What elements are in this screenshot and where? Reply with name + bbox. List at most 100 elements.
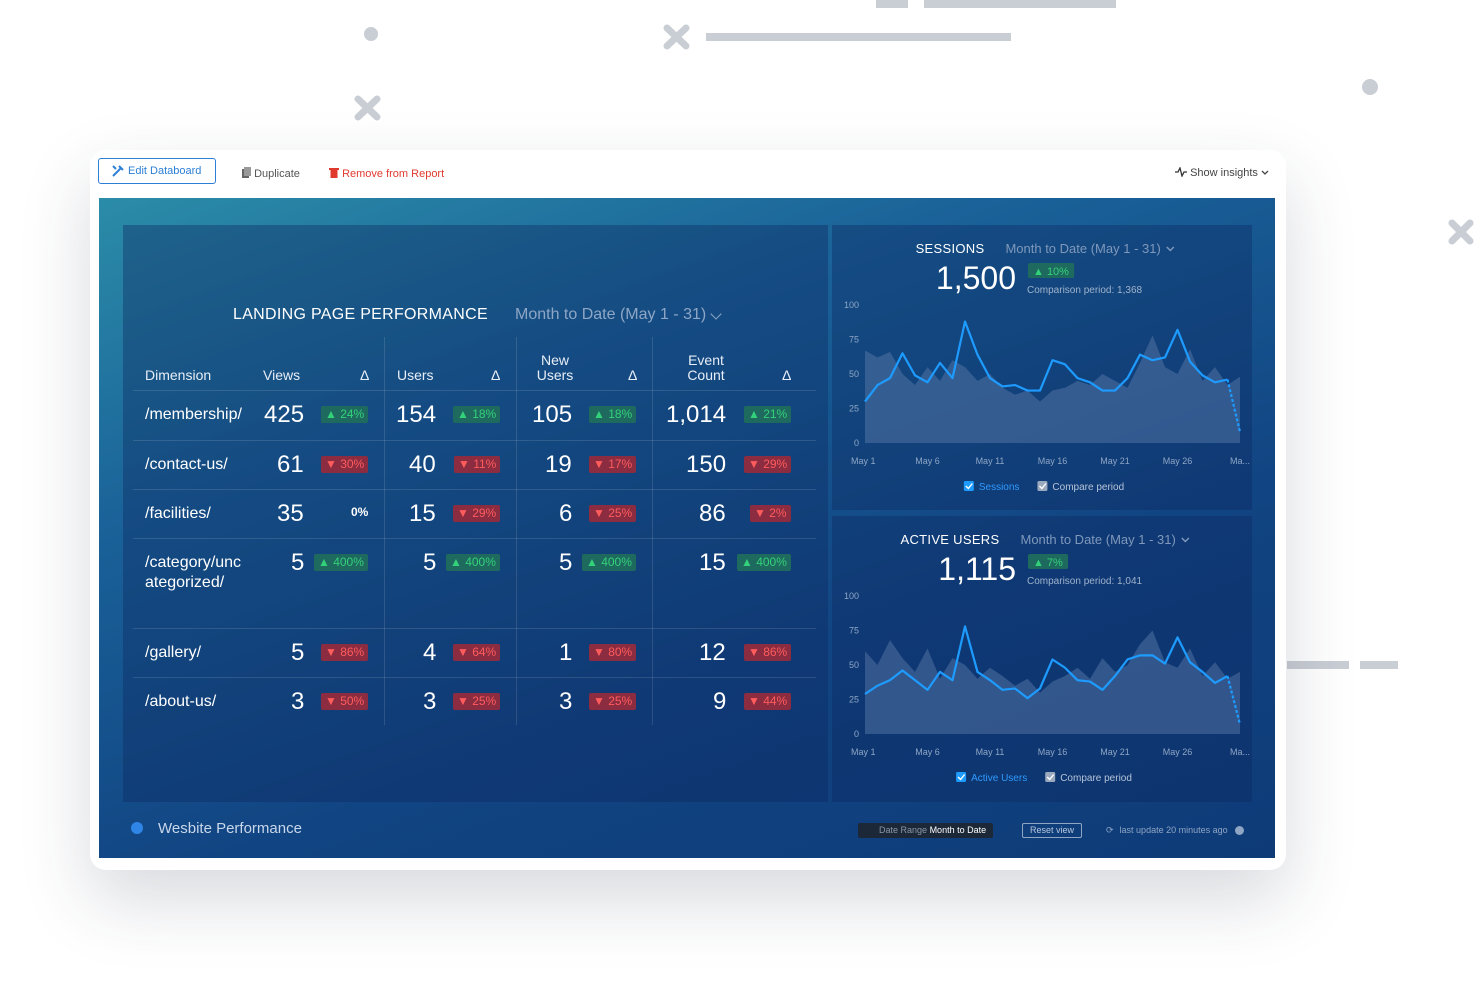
remove-label: Remove from Report	[342, 168, 445, 180]
metric-value: 19	[545, 451, 572, 478]
delta: ▲ 18%	[589, 406, 637, 423]
delta: ▼ 25%	[589, 505, 637, 522]
table-period[interactable]: Month to Date (May 1 - 31)	[515, 306, 707, 323]
date-range[interactable]: Date Range Month to Date	[858, 823, 994, 838]
delta: ▼ 25%	[453, 693, 501, 710]
decor-x	[354, 24, 1474, 245]
delta: ▼ 86%	[321, 644, 369, 661]
column-divider	[652, 337, 653, 725]
row-rule	[133, 489, 816, 490]
row-rule	[133, 440, 816, 441]
metric-value: 425	[264, 401, 305, 428]
metric-value: 3	[559, 688, 573, 715]
dimension: /facilities/	[145, 505, 211, 522]
column-header: Δ	[782, 367, 792, 383]
metric-value: 9	[713, 688, 727, 715]
metric-value: 4	[423, 639, 437, 666]
delta: ▼ 17%	[589, 456, 637, 473]
delta: ▼ 11%	[454, 456, 501, 473]
table-title: LANDING PAGE PERFORMANCE	[233, 306, 488, 323]
row-rule	[133, 677, 816, 678]
header-rule	[133, 390, 816, 391]
metric-value: 15	[699, 549, 726, 576]
column-divider	[516, 337, 517, 725]
duplicate-icon	[242, 167, 251, 178]
column-header: Users	[397, 367, 434, 383]
metric-value: 12	[699, 639, 726, 666]
metric-value: 1,014	[666, 401, 727, 428]
delta: ▲ 24%	[321, 406, 369, 423]
duplicate-button[interactable]: Duplicate	[241, 167, 300, 180]
metric-value: 61	[277, 451, 304, 478]
metric-value: 5	[423, 549, 437, 576]
column-header: Δ	[491, 367, 501, 383]
column-header: Dimension	[145, 367, 212, 383]
dimension: /contact-us/	[145, 456, 228, 473]
date-range-label: Date Range	[879, 825, 928, 835]
delta: ▲ 400%	[314, 554, 368, 571]
delta: ▼ 25%	[589, 693, 637, 710]
reset-button[interactable]: Reset view	[1022, 823, 1083, 838]
delta: ▼ 50%	[321, 693, 369, 710]
dimension: /membership/	[145, 406, 242, 423]
delta: ▼ 44%	[744, 693, 792, 710]
delta: ▼ 29%	[453, 505, 501, 522]
remove-button[interactable]: Remove from Report	[329, 167, 444, 180]
metric-value: 5	[291, 549, 305, 576]
metric-value: 5	[559, 549, 573, 576]
pulse-icon	[1175, 166, 1187, 178]
trash-icon	[329, 168, 339, 178]
footer-title: Wesbite Performance	[158, 820, 302, 837]
column-header: Δ	[628, 367, 638, 383]
chevron	[1261, 170, 1269, 175]
row-rule	[133, 628, 816, 629]
dashboard	[99, 198, 1275, 858]
active-users-panel	[832, 516, 1252, 802]
delta: ▲ 400%	[582, 554, 636, 571]
delta: ▼ 64%	[453, 644, 501, 661]
column-header: Event Count	[687, 352, 725, 383]
duplicate-label: Duplicate	[254, 168, 300, 180]
delta: ▼ 86%	[744, 644, 792, 661]
edit-button[interactable]: Edit Databoard	[98, 158, 216, 184]
metric-value: 1	[559, 639, 573, 666]
metric-value: 105	[532, 401, 573, 428]
delta: ▲ 18%	[453, 406, 501, 423]
column-header: New Users	[536, 352, 574, 383]
metric-value: 86	[699, 500, 726, 527]
delta: ▼ 2%	[750, 505, 791, 522]
metric-value: 3	[423, 688, 437, 715]
metric-value: 150	[686, 451, 727, 478]
delta: ▲ 21%	[744, 406, 792, 423]
delta: ▼ 29%	[744, 456, 792, 473]
dimension: /about-us/	[145, 693, 217, 710]
column-divider	[384, 337, 385, 725]
delta: 0%	[351, 505, 369, 519]
delta: ▼ 30%	[321, 456, 369, 473]
metric-value: 154	[396, 401, 437, 428]
metric-value: 6	[559, 500, 573, 527]
column-header: Views	[263, 367, 301, 383]
dimension: /category/uncategorized/	[145, 554, 242, 591]
edit-label: Edit Databoard	[128, 165, 202, 177]
metric-value: 5	[291, 639, 305, 666]
dimension: /gallery/	[145, 644, 202, 661]
metric-value: 40	[409, 451, 436, 478]
last-update: ⟳ last update 20 minutes ago	[1106, 825, 1228, 835]
last-update-text: last update 20 minutes ago	[1119, 825, 1228, 835]
delta: ▲ 400%	[737, 554, 791, 571]
row-rule	[133, 538, 816, 539]
edit-icon	[112, 165, 124, 177]
metric-value: 15	[409, 500, 436, 527]
insights-button[interactable]: Show insights	[1175, 166, 1269, 179]
delta: ▼ 80%	[589, 644, 637, 661]
insights-label: Show insights	[1190, 167, 1258, 179]
footer-icon	[131, 822, 143, 834]
metric-value: 3	[291, 688, 305, 715]
decor	[364, 0, 1398, 669]
info-icon	[1235, 826, 1244, 835]
column-header: Δ	[360, 367, 370, 383]
delta: ▲ 400%	[446, 554, 500, 571]
